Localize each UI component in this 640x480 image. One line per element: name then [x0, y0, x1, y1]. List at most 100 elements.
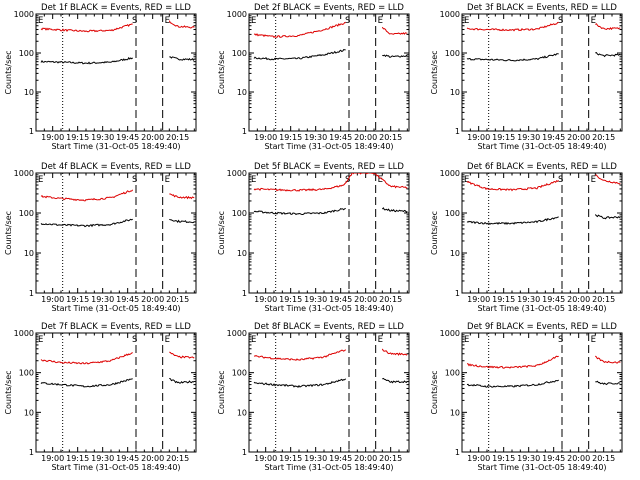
x-tick-label: 20:15 — [592, 454, 615, 463]
y-tick-label: 1000 — [14, 169, 34, 178]
y-tick-label: 1 — [29, 448, 34, 457]
y-tick-label: 10 — [24, 408, 34, 417]
x-tick-label: 20:15 — [592, 295, 615, 304]
lld-series-line — [253, 173, 408, 192]
marker-e-right: E — [165, 16, 170, 26]
lld-series-line — [40, 352, 133, 365]
x-tick-label: 20:15 — [166, 295, 189, 304]
lld-series-line — [169, 351, 195, 359]
x-tick-label: 20:15 — [379, 454, 402, 463]
detector-panel-3: Det 3f BLACK = Events, RED = LLD 1 10 100 10… — [430, 3, 623, 151]
y-tick-label: 1000 — [227, 169, 247, 178]
events-series-line — [169, 218, 195, 224]
x-axis-label: Start Time (31-Oct-05 18:49:40) — [51, 463, 180, 472]
lld-series-line — [381, 348, 408, 356]
detector-panel-4: Det 4f BLACK = Events, RED = LLD 1 10 100 10… — [4, 162, 197, 313]
panel-title: Det 4f BLACK = Events, RED = LLD — [41, 162, 191, 172]
events-series-line — [40, 56, 134, 65]
y-tick-label: 100 — [232, 49, 247, 58]
panel-title: Det 8f BLACK = Events, RED = LLD — [254, 322, 404, 332]
y-axis-label: Counts/sec — [217, 370, 226, 414]
x-tick-label: 20:00 — [354, 454, 377, 463]
y-tick-label: 1000 — [227, 329, 247, 338]
events-series-line — [169, 56, 195, 61]
x-tick-label: 20:15 — [379, 295, 402, 304]
x-tick-label: 19:30 — [91, 454, 114, 463]
x-tick-label: 19:15 — [492, 295, 515, 304]
y-tick-label: 100 — [232, 369, 247, 378]
events-series-line — [466, 379, 559, 388]
lld-series-line — [253, 349, 347, 361]
x-tick-label: 19:15 — [279, 133, 302, 142]
events-series-line — [253, 378, 347, 388]
marker-s: S — [132, 175, 137, 185]
y-tick-label: 100 — [19, 369, 34, 378]
events-series-line — [595, 52, 621, 58]
y-tick-label: 100 — [445, 209, 460, 218]
y-tick-label: 1 — [242, 448, 247, 457]
x-tick-label: 19:00 — [254, 295, 277, 304]
plot-frame — [35, 332, 197, 453]
plot-frame — [248, 332, 410, 453]
events-series-line — [466, 53, 559, 62]
y-tick-label: 1 — [455, 448, 460, 457]
panel-title: Det 6f BLACK = Events, RED = LLD — [467, 162, 617, 172]
x-axis-label: Start Time (31-Oct-05 18:49:40) — [264, 304, 393, 313]
x-tick-label: 20:00 — [141, 454, 164, 463]
x-tick-label: 19:15 — [66, 454, 89, 463]
marker-e-left: E — [38, 175, 43, 185]
y-axis-label: Counts/sec — [4, 211, 13, 255]
panel-title: Det 3f BLACK = Events, RED = LLD — [467, 3, 617, 13]
x-axis-label: Start Time (31-Oct-05 18:49:40) — [51, 142, 180, 151]
events-series-line — [253, 207, 346, 216]
events-series-line — [595, 380, 621, 386]
y-axis-label: Counts/sec — [217, 50, 226, 94]
detector-panel-5: Det 5f BLACK = Events, RED = LLD 1 10 100 10… — [217, 162, 410, 313]
marker-s: S — [345, 335, 350, 345]
y-axis-label: Counts/sec — [430, 211, 439, 255]
lld-series-line — [594, 355, 621, 364]
events-series-line — [382, 54, 408, 58]
x-axis-label: Start Time (31-Oct-05 18:49:40) — [477, 463, 606, 472]
marker-e-right: E — [378, 16, 383, 26]
x-tick-label: 20:00 — [141, 295, 164, 304]
events-series-line — [382, 377, 408, 384]
plot-frame — [248, 13, 410, 132]
x-tick-label: 19:30 — [91, 133, 114, 142]
y-tick-label: 100 — [19, 49, 34, 58]
marker-e-right: E — [378, 175, 383, 185]
marker-e-left: E — [464, 16, 469, 26]
events-series-line — [253, 49, 346, 61]
events-series-line — [594, 214, 621, 220]
marker-e-left: E — [38, 335, 43, 345]
x-tick-label: 19:45 — [116, 454, 139, 463]
marker-e-right: E — [165, 335, 170, 345]
y-tick-label: 10 — [24, 249, 34, 258]
plot-frame — [35, 172, 197, 294]
marker-s: S — [132, 16, 137, 26]
plot-frame — [461, 172, 623, 294]
y-tick-label: 10 — [24, 88, 34, 97]
x-tick-label: 19:45 — [329, 133, 352, 142]
lld-series-line — [381, 26, 408, 35]
marker-e-left: E — [38, 16, 43, 26]
x-tick-label: 19:15 — [492, 133, 515, 142]
y-tick-label: 10 — [237, 249, 247, 258]
events-series-line — [169, 377, 195, 384]
x-tick-label: 19:30 — [304, 454, 327, 463]
y-tick-label: 1000 — [14, 329, 34, 338]
plot-frame — [461, 332, 623, 453]
x-tick-label: 19:00 — [41, 454, 64, 463]
marker-e-right: E — [591, 335, 596, 345]
x-tick-label: 19:00 — [467, 295, 490, 304]
x-tick-label: 19:00 — [467, 133, 490, 142]
y-tick-label: 1 — [242, 289, 247, 298]
events-series-line — [381, 207, 408, 213]
panel-title: Det 1f BLACK = Events, RED = LLD — [41, 3, 191, 13]
marker-s: S — [558, 16, 563, 26]
lld-series-line — [40, 189, 134, 202]
marker-s: S — [558, 175, 563, 185]
lld-series-line — [467, 355, 559, 369]
x-tick-label: 19:45 — [329, 295, 352, 304]
